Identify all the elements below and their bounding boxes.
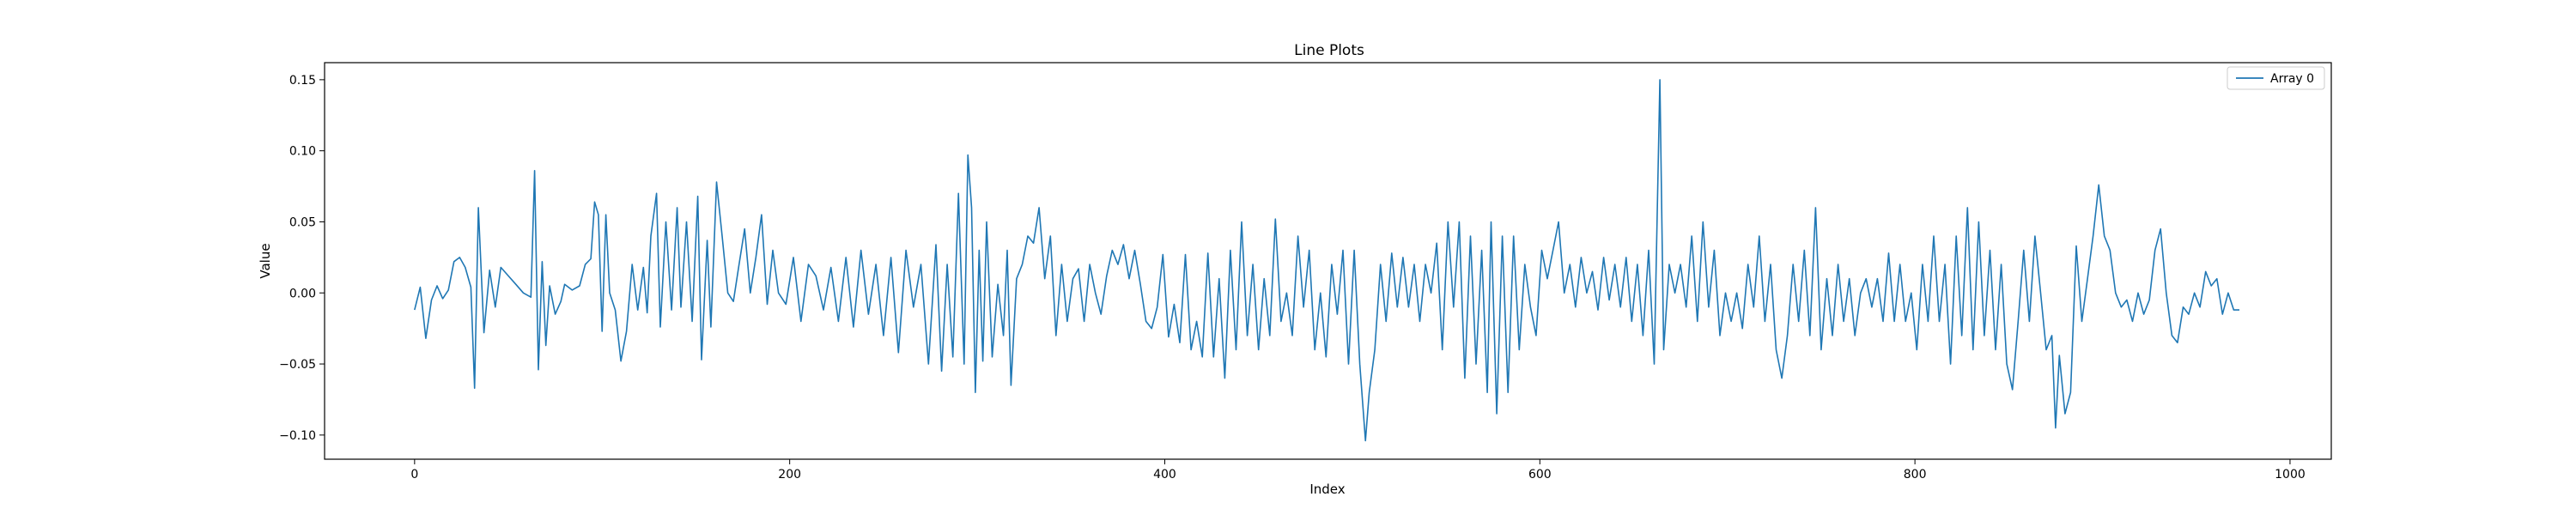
y-axis-label: Value xyxy=(258,243,273,278)
legend: Array 0 xyxy=(2227,66,2325,90)
legend-label-array-0: Array 0 xyxy=(2270,72,2314,86)
x-axis: 0 200 400 600 800 1000 xyxy=(410,459,2306,482)
x-tick-label: 1000 xyxy=(2275,468,2306,482)
y-tick-label: 0.10 xyxy=(289,145,316,159)
y-tick-label: −0.10 xyxy=(279,429,316,443)
y-tick-label: −0.05 xyxy=(279,358,316,372)
x-tick-label: 400 xyxy=(1153,468,1176,482)
x-tick-label: 200 xyxy=(778,468,801,482)
x-tick-label: 600 xyxy=(1528,468,1552,482)
plot-area-frame xyxy=(324,62,2332,460)
series-line-array-0 xyxy=(414,79,2239,442)
y-tick-label: 0.15 xyxy=(289,74,316,88)
x-tick-label: 800 xyxy=(1904,468,1927,482)
y-tick-label: 0.05 xyxy=(289,215,316,229)
y-tick-label: 0.00 xyxy=(289,287,316,300)
chart-title: Line Plots xyxy=(1294,42,1364,59)
x-axis-label: Index xyxy=(1309,482,1345,497)
x-tick-label: 0 xyxy=(410,468,418,482)
y-axis: −0.10 −0.05 0.00 0.05 0.10 0.15 xyxy=(279,74,325,443)
legend-box xyxy=(2227,66,2325,90)
